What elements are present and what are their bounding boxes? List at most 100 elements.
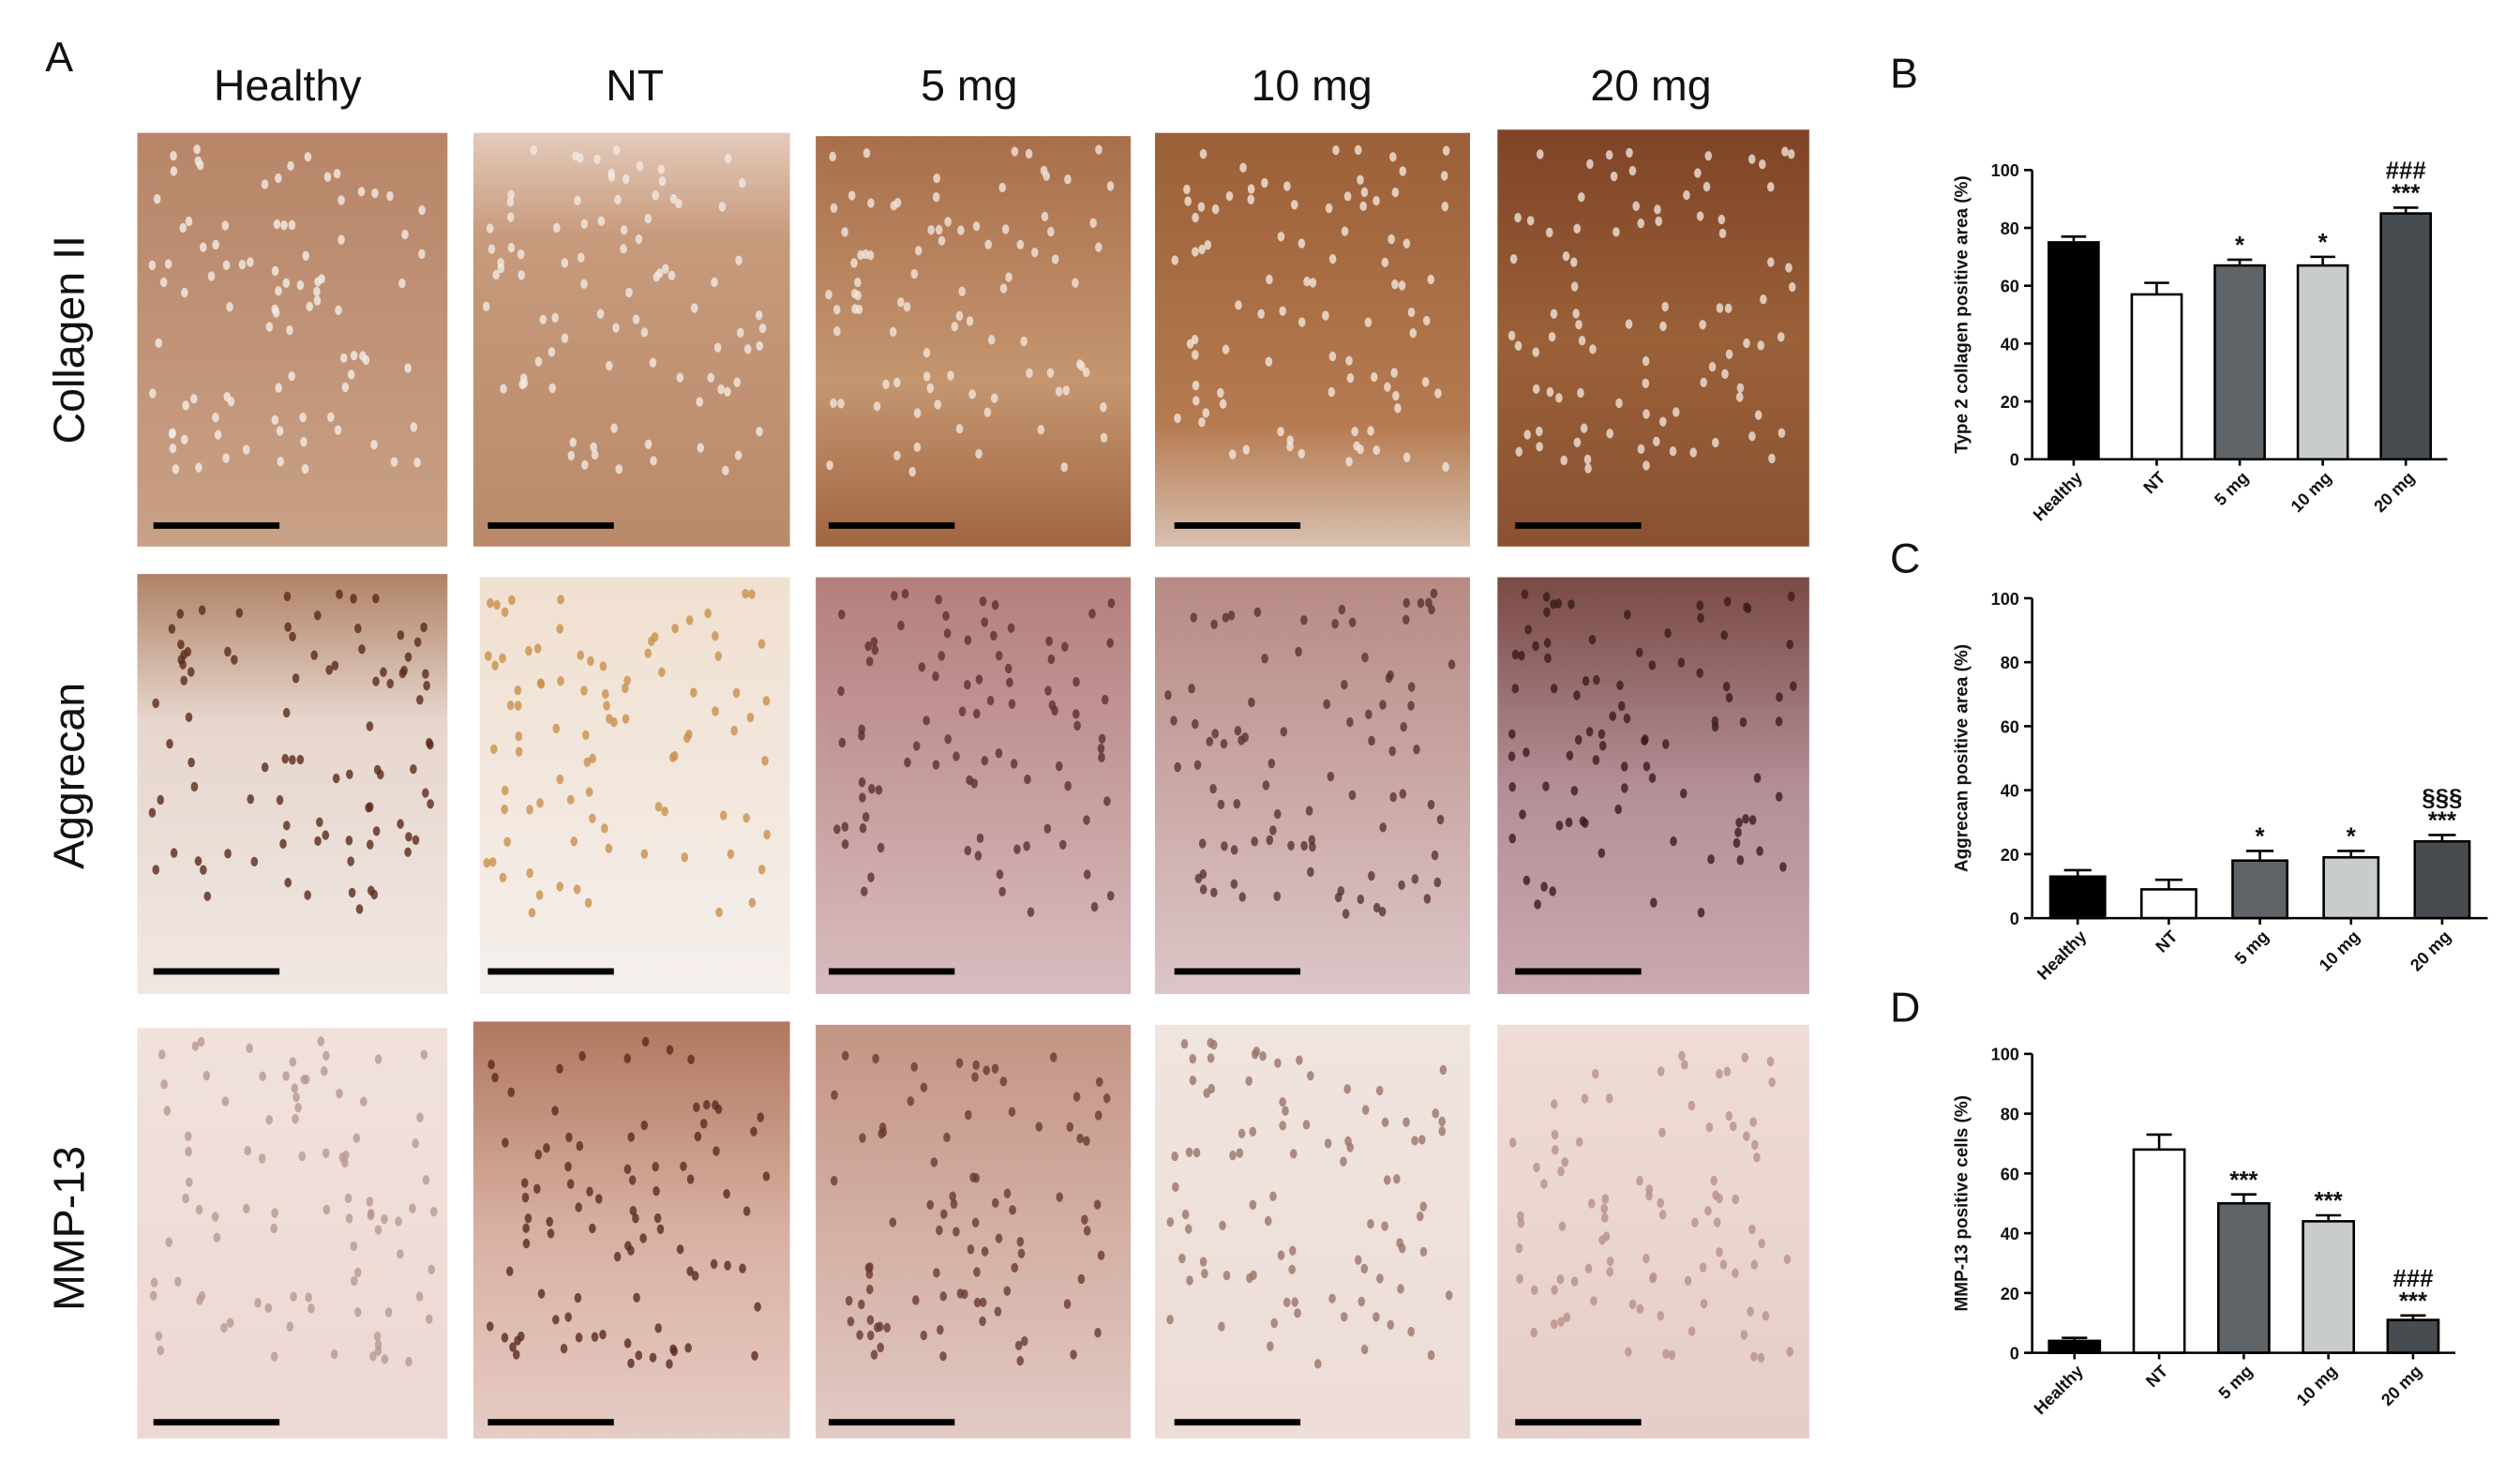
cell xyxy=(556,1063,563,1074)
cell xyxy=(537,1288,546,1299)
cell xyxy=(334,425,342,435)
cell xyxy=(194,156,202,166)
cell xyxy=(875,785,883,795)
cell xyxy=(932,671,939,682)
cell xyxy=(1694,168,1702,178)
cell xyxy=(557,676,564,686)
cell xyxy=(1713,1217,1721,1227)
cell xyxy=(1532,347,1540,357)
cell xyxy=(601,688,609,700)
cell xyxy=(1423,894,1432,904)
cell xyxy=(632,1213,639,1224)
cell xyxy=(491,660,499,670)
cell xyxy=(1103,796,1111,806)
cell xyxy=(841,821,849,832)
cell xyxy=(1378,907,1387,917)
cell xyxy=(841,227,848,237)
cell xyxy=(1788,281,1796,293)
cell xyxy=(1668,1349,1676,1361)
cell xyxy=(1372,1312,1380,1322)
cell xyxy=(157,794,165,806)
cell xyxy=(213,1232,221,1243)
cell xyxy=(1433,877,1442,888)
cell xyxy=(1379,822,1388,833)
cell xyxy=(1006,677,1013,687)
cell xyxy=(854,277,862,288)
cell xyxy=(606,360,613,371)
cell xyxy=(338,234,345,245)
cell xyxy=(613,1251,622,1262)
cell xyxy=(1064,174,1072,185)
cell xyxy=(231,655,238,665)
cell xyxy=(580,685,588,696)
cell xyxy=(159,277,168,288)
cell xyxy=(1357,444,1364,455)
y-tick-label: 0 xyxy=(2010,910,2019,928)
cell xyxy=(280,220,288,231)
cell xyxy=(1340,1156,1347,1167)
cell xyxy=(1551,1099,1558,1109)
cell xyxy=(374,1054,382,1064)
cell xyxy=(1526,216,1535,226)
cell xyxy=(1023,841,1030,851)
cell xyxy=(489,744,498,755)
cell xyxy=(1094,1110,1102,1121)
cell xyxy=(712,631,719,641)
cell xyxy=(223,391,232,402)
cell xyxy=(291,1083,299,1093)
cell xyxy=(1192,396,1200,406)
cell xyxy=(1331,619,1339,629)
cell xyxy=(1399,166,1407,176)
bar-chart: B Type 2 collagen positive area (%) 0 20 40 6… xyxy=(1890,50,2448,524)
cell xyxy=(1642,1253,1650,1264)
cell xyxy=(212,239,219,250)
x-tick-label: 20 mg xyxy=(2407,926,2454,974)
micrograph xyxy=(472,1021,790,1438)
cell xyxy=(292,1092,300,1103)
cell xyxy=(1778,428,1786,438)
cell xyxy=(691,1271,699,1281)
cell xyxy=(1600,1212,1609,1223)
cell xyxy=(508,595,516,606)
cell xyxy=(727,849,735,859)
cell xyxy=(397,630,405,640)
cell xyxy=(250,856,259,867)
cell xyxy=(1060,462,1069,473)
cell xyxy=(889,1217,897,1227)
cell xyxy=(580,218,589,229)
bar xyxy=(2139,888,2198,920)
cell xyxy=(1249,1126,1257,1137)
cell xyxy=(1400,722,1408,732)
cell xyxy=(534,356,543,367)
cell xyxy=(722,465,729,475)
cell xyxy=(967,1244,975,1255)
cell xyxy=(182,1193,189,1204)
cell xyxy=(644,213,652,224)
cell xyxy=(276,795,284,806)
cell xyxy=(1233,799,1241,809)
cell xyxy=(966,316,974,326)
cell xyxy=(1222,344,1230,354)
cell xyxy=(1570,1276,1579,1287)
cell xyxy=(1076,1133,1084,1144)
cell xyxy=(168,624,176,634)
cell xyxy=(735,255,742,265)
cell xyxy=(1735,392,1744,402)
cell xyxy=(277,457,285,467)
cell xyxy=(380,667,387,677)
cell xyxy=(1049,1052,1058,1062)
cell xyxy=(488,244,496,254)
cell xyxy=(1379,700,1387,710)
cell xyxy=(1786,640,1794,650)
cell xyxy=(650,456,657,466)
cell xyxy=(1570,786,1579,796)
cell xyxy=(492,269,501,280)
cell xyxy=(1581,1093,1589,1104)
cell xyxy=(372,676,380,686)
cell xyxy=(661,806,668,817)
cell xyxy=(973,1267,981,1277)
cell xyxy=(1202,408,1210,418)
cell xyxy=(413,637,422,647)
cell xyxy=(214,429,222,440)
cell xyxy=(270,1223,278,1234)
